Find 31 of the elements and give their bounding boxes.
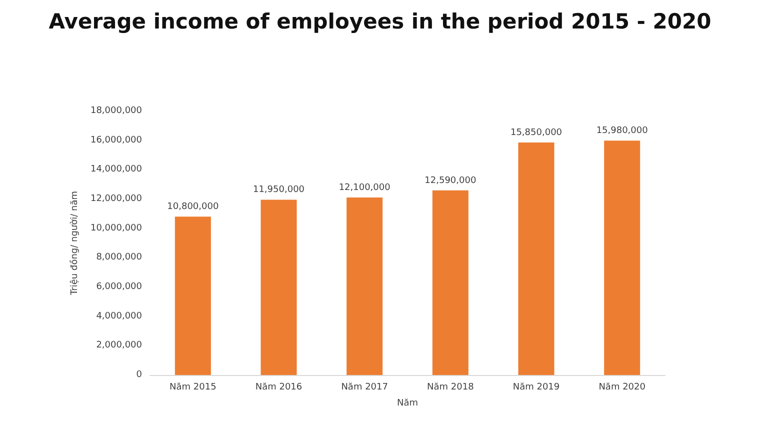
y-tick-label: 0: [136, 370, 142, 380]
data-label: 11,950,000: [252, 185, 305, 196]
data-label: 15,850,000: [510, 128, 562, 138]
bar: [346, 198, 383, 375]
y-tick-label: 12,000,000: [90, 194, 142, 204]
y-tick-label: 2,000,000: [96, 340, 142, 351]
x-axis-title: Năm: [396, 398, 418, 408]
bar: [518, 142, 554, 375]
x-tick-label: Năm 2019: [512, 382, 560, 392]
bar: [604, 140, 640, 375]
data-label: 15,980,000: [596, 126, 648, 136]
y-tick-label: 4,000,000: [96, 311, 142, 322]
bar: [260, 200, 297, 375]
data-label: 10,800,000: [167, 202, 219, 212]
chart-title: Average income of employees in the period 2015 - 2020: [48, 10, 712, 34]
data-label: 12,100,000: [338, 183, 391, 194]
data-label: 12,590,000: [424, 176, 476, 186]
x-tick-label: Năm 2017: [341, 382, 388, 392]
y-tick-label: 16,000,000: [90, 135, 142, 146]
x-tick-label: Năm 2015: [170, 382, 216, 392]
y-tick-label: 10,000,000: [90, 223, 142, 234]
x-tick-label: Năm 2016: [255, 382, 302, 392]
y-tick-label: 8,000,000: [96, 252, 142, 263]
x-tick-label: Năm 2018: [427, 382, 474, 392]
bar: [432, 190, 468, 375]
y-tick-label: 14,000,000: [90, 164, 142, 175]
y-tick-label: 18,000,000: [90, 106, 142, 116]
x-tick-label: Năm 2020: [598, 382, 646, 392]
bar: [174, 216, 211, 375]
y-tick-label: 6,000,000: [96, 282, 142, 292]
y-axis-title: Triệu đồng/ người/ năm: [69, 190, 80, 296]
